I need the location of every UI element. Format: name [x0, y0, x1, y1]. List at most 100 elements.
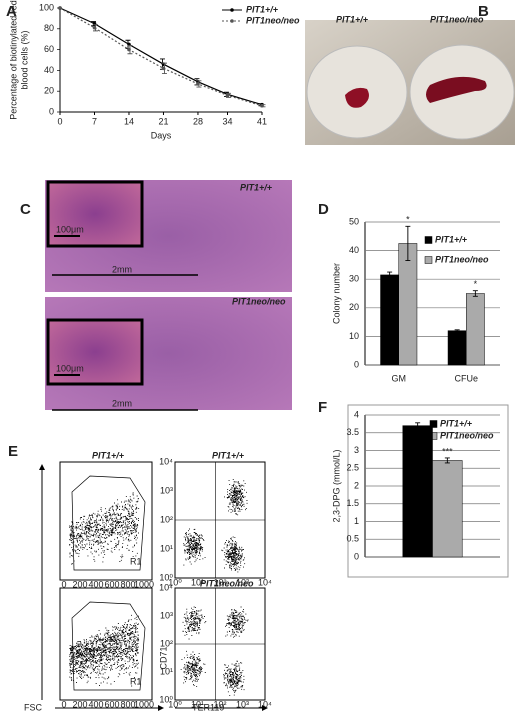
tick-label: 10⁴: [258, 577, 272, 587]
y-tick-label: 80: [44, 23, 54, 33]
legend-label: PIT1neo/neo: [440, 430, 494, 440]
x-tick-label: CFUe: [454, 373, 478, 383]
scale-label: 2mm: [112, 398, 132, 408]
panel-label: F: [318, 399, 327, 416]
tick-label: 10¹: [160, 543, 173, 553]
plot-title: PIT1+/+: [212, 450, 245, 460]
y-tick-label: 60: [44, 44, 54, 54]
gate-label: R1: [130, 556, 142, 566]
tick-label: 800: [120, 699, 135, 709]
gate-label: R1: [130, 676, 142, 686]
spleen: [426, 76, 487, 103]
x-tick-label: GM: [392, 373, 407, 383]
genotype-label: PIT1neo/neo: [232, 296, 286, 306]
y-tick-label: 1.5: [346, 498, 359, 508]
tick-label: 10⁴: [159, 582, 173, 592]
x-axis-label: Days: [151, 130, 172, 140]
panel-label: E: [8, 443, 18, 460]
tick-label: 10³: [160, 610, 173, 620]
tick-label: 10³: [236, 699, 249, 709]
tick-label: 10¹: [160, 666, 173, 676]
y-tick-label: 0: [354, 359, 359, 369]
tick-label: 0: [61, 579, 66, 589]
error-bar: [472, 290, 478, 297]
legend-swatch: [424, 256, 433, 264]
bar: [380, 274, 399, 366]
tick-label: 400: [88, 699, 103, 709]
scatter-texture: [183, 479, 248, 573]
axis-label: FSC: [24, 702, 43, 712]
y-tick-label: 100: [39, 2, 54, 12]
bar: [466, 293, 485, 366]
significance-mark: *: [474, 279, 478, 289]
scale-label: 100μm: [56, 363, 84, 373]
significance-mark: *: [406, 215, 410, 225]
error-bar: [127, 44, 133, 55]
y-axis-label: Colony number: [331, 263, 341, 324]
panel-label: D: [318, 201, 329, 218]
legend-label: PIT1+/+: [246, 4, 279, 14]
tick-label: 600: [104, 579, 119, 589]
error-bar: [387, 271, 393, 279]
tick-label: 600: [104, 699, 119, 709]
plot-frame: [59, 587, 153, 701]
error-bar: [161, 62, 167, 74]
bar: [432, 460, 463, 558]
y-tick-label: 0: [49, 106, 54, 116]
tick-label: 10⁰: [159, 694, 173, 704]
tick-label: 400: [88, 579, 103, 589]
gate: [71, 601, 146, 691]
y-tick-label: 40: [44, 65, 54, 75]
plot-title: PIT1+/+: [92, 450, 125, 460]
y-tick-label: 50: [349, 216, 359, 226]
arrow-head: [262, 705, 268, 711]
y-tick-label: 20: [349, 302, 359, 312]
plot-frame: [59, 461, 153, 581]
legend-label: PIT1neo/neo: [246, 15, 300, 25]
genotype-label: PIT1+/+: [336, 14, 369, 24]
tick-label: 800: [120, 579, 135, 589]
legend-label: PIT1+/+: [435, 234, 468, 244]
tick-label: 10⁰: [168, 699, 182, 709]
plot-title: PIT1neo/neo: [200, 578, 254, 588]
x-tick-label: 14: [124, 116, 134, 126]
tick-label: 10²: [160, 638, 173, 648]
y-axis-label: Percentage of biotinylated red: [8, 0, 18, 120]
y-axis-label: blood cells (%): [19, 30, 29, 89]
bar: [447, 330, 467, 366]
x-tick-label: 21: [158, 116, 168, 126]
tick-label: 1000: [134, 579, 154, 589]
error-bar: [92, 24, 98, 32]
tick-label: 200: [72, 699, 87, 709]
gate: [71, 475, 146, 571]
error-bar: [226, 92, 232, 98]
y-tick-label: 0.5: [346, 534, 359, 544]
spleen: [345, 87, 369, 108]
scatter-texture: [69, 614, 140, 687]
tick-label: 0: [61, 699, 66, 709]
y-tick-label: 3: [354, 445, 359, 455]
y-tick-label: 4: [354, 409, 359, 419]
x-tick-label: 7: [92, 116, 97, 126]
y-tick-label: 30: [349, 274, 359, 284]
error-bar: [415, 422, 421, 429]
legend-marker: [230, 8, 234, 12]
tick-label: 10³: [236, 577, 249, 587]
significance-mark: ***: [442, 446, 453, 456]
tick-label: 10⁴: [159, 456, 173, 466]
tick-label: 10¹: [191, 699, 204, 709]
legend-label: PIT1neo/neo: [435, 254, 489, 264]
scale-label: 100μm: [56, 224, 84, 234]
y-tick-label: 1: [354, 516, 359, 526]
genotype-label: PIT1+/+: [240, 182, 273, 192]
tick-label: 10²: [213, 577, 226, 587]
panel-label: A: [6, 3, 17, 20]
point: [58, 6, 62, 10]
panel-frame: [347, 404, 509, 578]
axis-label: TER119: [192, 702, 224, 712]
legend-swatch: [424, 236, 433, 244]
y-tick-label: 10: [349, 331, 359, 341]
tick-label: 1000: [134, 699, 154, 709]
